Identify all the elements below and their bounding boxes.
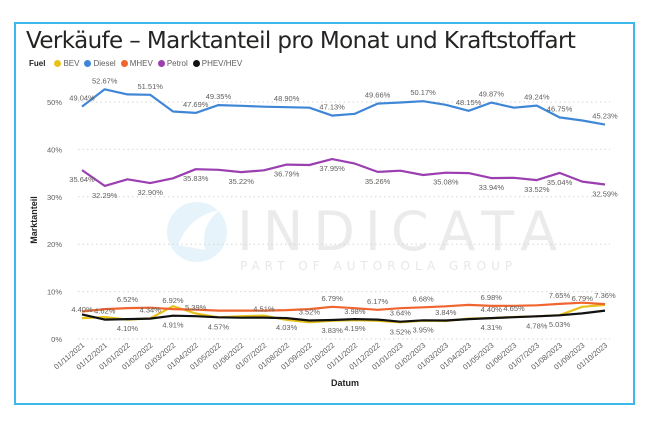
data-label: 4.19% [344, 324, 366, 333]
series-line-diesel [81, 88, 606, 126]
data-label: 4.34% [140, 306, 162, 315]
legend-label: PHEV/HEV [201, 59, 243, 68]
legend-item[interactable]: PHEV/HEV [192, 59, 243, 68]
data-label: 4.78% [526, 321, 548, 330]
data-label: 3.84% [435, 308, 457, 317]
legend-label: Petrol [166, 59, 188, 68]
data-label: 5.03% [549, 320, 571, 329]
data-label: 6.98% [481, 293, 503, 302]
data-label: 45.23% [592, 112, 618, 121]
legend-label: MHEV [129, 59, 153, 68]
legend-marker [84, 60, 92, 67]
data-label: 46.75% [547, 104, 573, 113]
legend-title: Fuel [29, 59, 46, 68]
watermark-brand: INDICATA [237, 200, 567, 263]
data-label: 49.66% [365, 91, 391, 100]
data-label: 6.17% [367, 297, 389, 306]
legend-item[interactable]: MHEV [120, 59, 153, 68]
data-label: 51.51% [137, 82, 163, 91]
data-label: 32.90% [137, 188, 163, 197]
data-label: 4.10% [117, 324, 139, 333]
x-axis-label: Datum [331, 378, 359, 388]
data-label: 7.65% [549, 291, 571, 300]
data-label: 47.13% [319, 103, 345, 112]
legend-item[interactable]: BEV [54, 59, 79, 68]
series-line-phev-hev [81, 309, 606, 323]
data-label: 7.36% [594, 291, 616, 300]
data-label: 4.31% [481, 323, 503, 332]
data-label: 4.40% [71, 305, 93, 314]
data-label: 3.98% [344, 307, 366, 316]
y-tick-label: 20% [47, 240, 62, 249]
data-label: 49.24% [524, 93, 550, 102]
legend-marker [54, 60, 62, 67]
data-label: 4.57% [208, 322, 230, 331]
data-label: 35.08% [433, 178, 459, 187]
data-label: 35.26% [365, 177, 391, 186]
data-label: 52.67% [92, 76, 118, 85]
data-label: 4.62% [94, 307, 116, 316]
data-label: 6.79% [321, 294, 343, 303]
y-tick-label: 40% [47, 145, 62, 154]
data-label: 48.15% [456, 98, 482, 107]
data-label: 35.22% [228, 177, 254, 186]
data-label: 5.39% [185, 303, 207, 312]
data-label: 50.17% [410, 88, 436, 97]
data-label: 6.92% [162, 296, 184, 305]
series-line-mhev [81, 301, 606, 313]
data-label: 35.64% [69, 175, 95, 184]
data-label: 32.59% [592, 190, 618, 199]
data-label: 3.52% [299, 308, 321, 317]
data-label: 33.94% [479, 183, 505, 192]
data-label: 49.87% [479, 90, 505, 99]
data-label: 48.90% [274, 94, 300, 103]
data-label: 4.91% [162, 321, 184, 330]
data-label: 4.65% [503, 304, 525, 313]
data-label: 49.35% [206, 92, 232, 101]
data-label: 3.83% [321, 326, 343, 335]
legend: Fuel BEV Diesel MHEV Petrol PHEV/HEV [29, 59, 242, 68]
data-label: 33.52% [524, 185, 550, 194]
y-tick-label: 50% [47, 98, 62, 107]
y-axis-label: Marktanteil [29, 196, 39, 244]
legend-label: BEV [63, 59, 80, 68]
data-label: 6.79% [572, 294, 594, 303]
data-label: 35.04% [547, 178, 573, 187]
data-label: 3.95% [412, 325, 434, 334]
y-tick-label: 30% [47, 193, 62, 202]
series-line-petrol [81, 158, 606, 187]
data-label: 49.04% [69, 94, 95, 103]
data-label: 4.03% [276, 323, 298, 332]
y-tick-label: 10% [47, 288, 62, 297]
watermark-tagline: PART OF AUTOROLA GROUP [240, 259, 517, 273]
legend-item[interactable]: Petrol [157, 59, 188, 68]
data-label: 3.64% [390, 309, 412, 318]
legend-marker [192, 60, 200, 67]
data-label: 4.51% [253, 305, 275, 314]
data-label: 37.95% [319, 164, 345, 173]
data-label: 3.52% [390, 327, 412, 336]
legend-marker [157, 60, 165, 67]
y-tick-label: 0% [51, 335, 62, 344]
chart-title: Verkäufe – Marktanteil pro Monat und Kra… [26, 28, 576, 54]
data-label: 6.68% [412, 294, 434, 303]
legend-marker [120, 60, 128, 67]
data-label: 6.52% [117, 295, 139, 304]
data-label: 32.29% [92, 191, 118, 200]
data-label: 47.69% [183, 100, 209, 109]
data-label: 36.79% [274, 170, 300, 179]
data-label: 4.40% [481, 305, 503, 314]
chart-frame [14, 22, 635, 405]
watermark-logo: INDICATA PART OF AUTOROLA GROUP [167, 200, 567, 273]
legend-item[interactable]: Diesel [84, 59, 116, 68]
legend-label: Diesel [93, 59, 116, 68]
data-label: 35.83% [183, 174, 209, 183]
